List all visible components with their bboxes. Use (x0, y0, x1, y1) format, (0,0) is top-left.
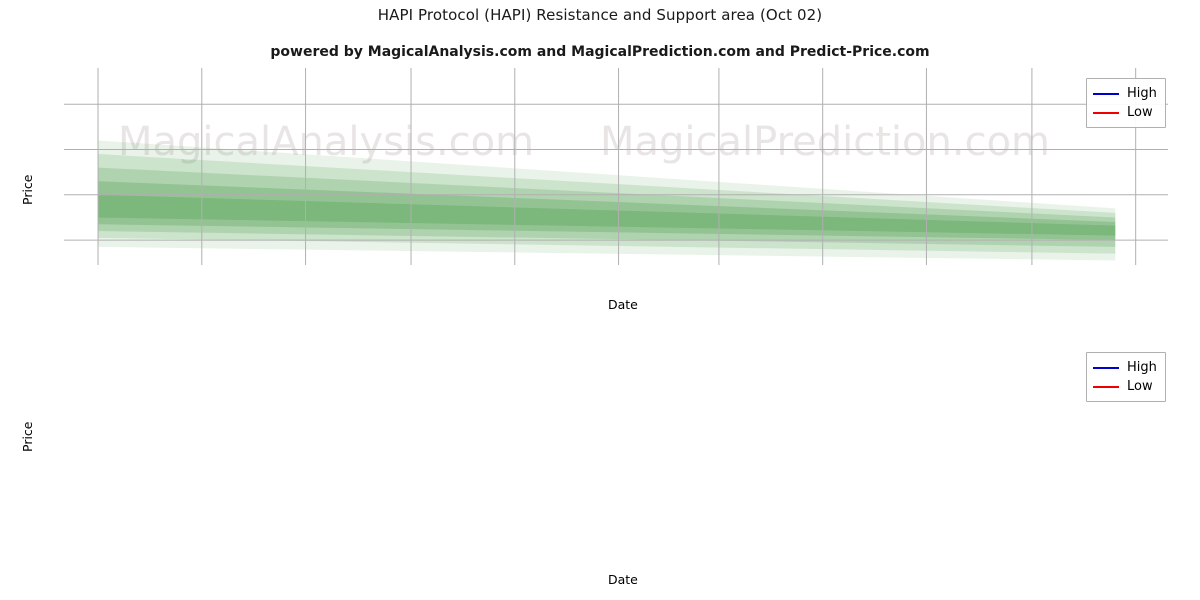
main-history-chart: MagicalAnalysis.com MagicalPrediction.com… (0, 60, 1200, 320)
svg-text:MagicalAnalysis.com: MagicalAnalysis.com (118, 261, 534, 307)
legend-item-low[interactable]: Low (1093, 103, 1157, 122)
legend-item-low[interactable]: Low (1093, 377, 1157, 396)
top-chart-ylabel: Price (20, 174, 35, 206)
low-line-swatch (1093, 385, 1119, 388)
zoom-recent-chart (0, 330, 1200, 535)
page-subtitle: powered by MagicalAnalysis.com and Magic… (270, 44, 930, 60)
svg-text:MagicalAnalysis.com: MagicalAnalysis.com (118, 119, 534, 165)
bottom-chart-xlabel: Date (608, 572, 638, 587)
high-line-swatch (1093, 92, 1119, 95)
page-title: HAPI Protocol (HAPI) Resistance and Supp… (377, 6, 823, 24)
svg-text:MagicalPrediction.com: MagicalPrediction.com (630, 261, 1080, 307)
legend-label-low: Low (1127, 379, 1153, 394)
legend-label-high: High (1127, 86, 1157, 101)
legend-label-low: Low (1127, 105, 1153, 120)
top-chart-legend[interactable]: High Low (1086, 78, 1166, 128)
svg-text:MagicalPrediction.com: MagicalPrediction.com (600, 119, 1050, 165)
bottom-chart-legend[interactable]: High Low (1086, 352, 1166, 402)
zoom-chart-canvas (0, 330, 1200, 535)
high-line-swatch (1093, 366, 1119, 369)
main-chart-canvas: MagicalAnalysis.com MagicalPrediction.com… (64, 68, 1168, 307)
legend-label-high: High (1127, 360, 1157, 375)
legend-item-high[interactable]: High (1093, 84, 1157, 103)
top-chart-xlabel: Date (608, 297, 638, 312)
legend-item-high[interactable]: High (1093, 358, 1157, 377)
bottom-chart-ylabel: Price (20, 421, 35, 453)
low-line-swatch (1093, 111, 1119, 114)
